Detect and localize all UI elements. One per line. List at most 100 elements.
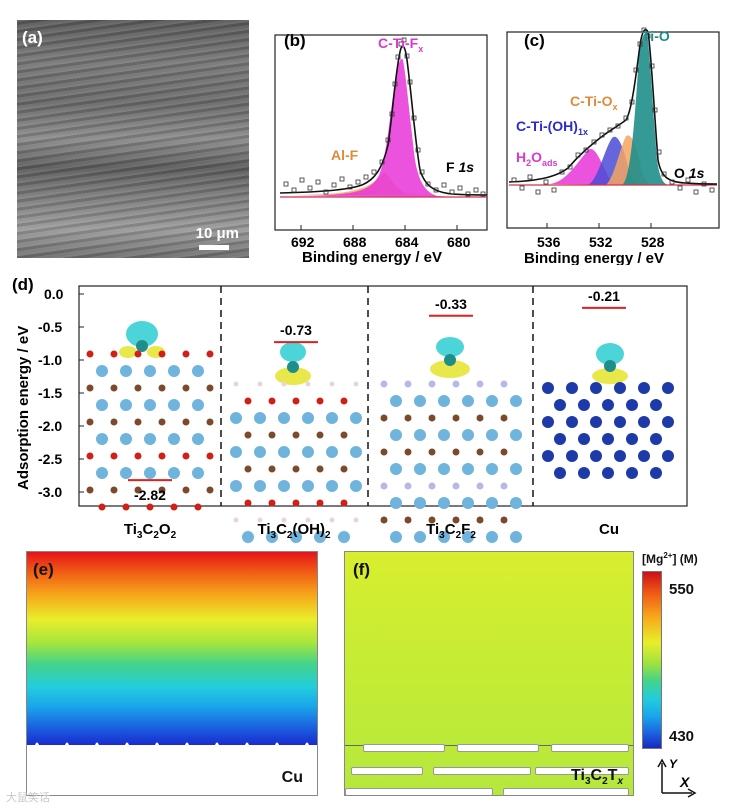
atom xyxy=(486,497,498,509)
atom xyxy=(404,482,412,490)
panel-e-label: (e) xyxy=(33,560,54,579)
atom xyxy=(452,516,460,524)
atom xyxy=(542,450,554,462)
atom xyxy=(281,517,287,523)
atom xyxy=(626,399,638,411)
colorbar-min: 430 xyxy=(669,728,695,745)
atom xyxy=(278,446,290,458)
atom xyxy=(168,365,180,377)
atom xyxy=(452,414,460,422)
atom xyxy=(182,384,190,392)
c-ti-oh-label: C-Ti-(OH)1x xyxy=(516,118,588,137)
atom xyxy=(268,431,276,439)
atom xyxy=(438,395,450,407)
atom xyxy=(192,467,204,479)
atom xyxy=(326,480,338,492)
colorbar-title: [Mg2+] (M) xyxy=(642,551,698,566)
atom xyxy=(134,452,142,460)
atom xyxy=(340,465,348,473)
atom xyxy=(182,418,190,426)
cu-surface-bumps xyxy=(27,742,317,748)
atom xyxy=(340,431,348,439)
atom xyxy=(614,416,626,428)
c-ti-fx-label: C-Ti-Fx xyxy=(378,35,423,54)
atom xyxy=(590,382,602,394)
atom xyxy=(390,395,402,407)
atom xyxy=(380,414,388,422)
atom xyxy=(144,399,156,411)
atom xyxy=(110,418,118,426)
atom xyxy=(86,384,94,392)
atom xyxy=(602,399,614,411)
atom xyxy=(158,452,166,460)
x-ticks xyxy=(546,223,652,228)
atom xyxy=(380,482,388,490)
atom xyxy=(462,531,474,543)
atom xyxy=(353,517,359,523)
raw-data-points xyxy=(511,27,715,195)
atom xyxy=(194,503,202,511)
atom xyxy=(340,397,348,405)
atom xyxy=(438,497,450,509)
atom xyxy=(486,429,498,441)
atom xyxy=(462,429,474,441)
panel-a-label: (a) xyxy=(22,28,43,47)
y-axis-letter: Y xyxy=(669,757,678,771)
atom xyxy=(144,365,156,377)
tick-688: 688 xyxy=(343,234,367,250)
atom xyxy=(510,531,522,543)
atom xyxy=(316,499,324,507)
atom xyxy=(192,399,204,411)
atom xyxy=(390,429,402,441)
atom xyxy=(578,399,590,411)
atom xyxy=(510,497,522,509)
y-axis-label: Adsorption energy / eV xyxy=(15,326,32,490)
atom xyxy=(316,397,324,405)
structure-ti3c2f2 xyxy=(430,337,470,378)
atom xyxy=(329,381,335,387)
atom xyxy=(134,384,142,392)
atom xyxy=(120,467,132,479)
atom xyxy=(268,465,276,473)
ytick-0.5: -0.5 xyxy=(38,319,62,335)
panel-d-label: (d) xyxy=(12,275,34,294)
atom xyxy=(476,414,484,422)
atom xyxy=(638,382,650,394)
atom xyxy=(662,382,674,394)
xps-f1s-chart: (b) C-Ti-Fx Al-F F 1s 692 688 684 680 Bi… xyxy=(274,31,488,265)
envelope-curve xyxy=(508,28,718,185)
c-ti-oh-peak-fill xyxy=(588,136,645,185)
atom xyxy=(134,418,142,426)
atom xyxy=(350,480,362,492)
scale-bar xyxy=(199,245,229,250)
mxene-sheet xyxy=(351,767,423,775)
watermark: 大鼠笑话 xyxy=(6,792,50,804)
plot-frame xyxy=(506,31,720,229)
plot-frame xyxy=(78,285,688,507)
atom xyxy=(206,452,214,460)
scale-bar-label: 10 μm xyxy=(195,225,239,242)
atom xyxy=(206,418,214,426)
xps-o1s-chart: (c) Ti-O C-Ti-Ox C-Ti-(OH)1x H2Oads O 1s… xyxy=(506,27,720,265)
atom xyxy=(500,482,508,490)
atom xyxy=(254,412,266,424)
atom xyxy=(476,516,484,524)
atom xyxy=(650,433,662,445)
atom xyxy=(86,452,94,460)
atom xyxy=(404,380,412,388)
atom xyxy=(390,497,402,509)
atom xyxy=(626,467,638,479)
atom xyxy=(438,531,450,543)
atom xyxy=(554,433,566,445)
atom xyxy=(404,516,412,524)
atom xyxy=(476,448,484,456)
atom xyxy=(350,412,362,424)
atom xyxy=(244,431,252,439)
atom xyxy=(96,467,108,479)
atom xyxy=(98,503,106,511)
atom xyxy=(120,365,132,377)
atom xyxy=(500,414,508,422)
atom xyxy=(590,450,602,462)
atom xyxy=(305,517,311,523)
atom xyxy=(168,467,180,479)
